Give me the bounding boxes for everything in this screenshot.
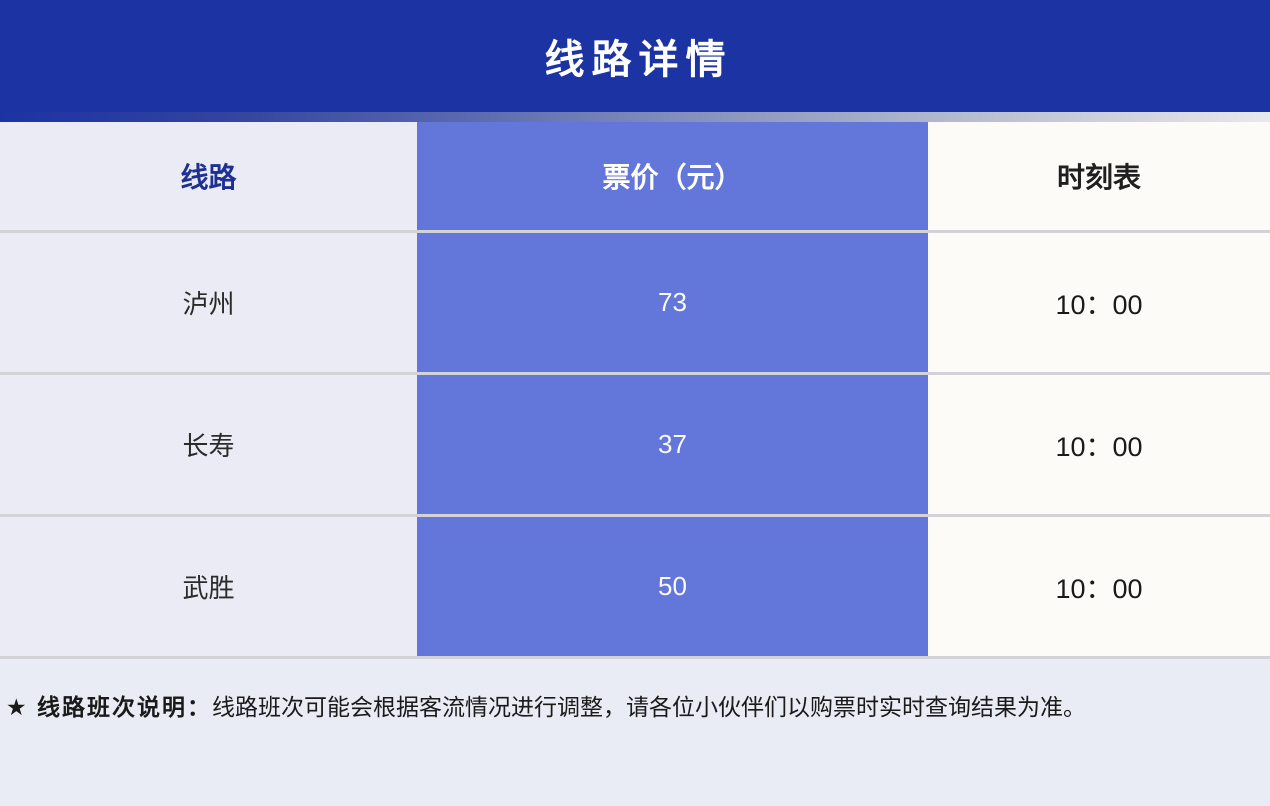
banner-gradient-divider bbox=[0, 112, 1270, 122]
table-header-row: 线路 票价（元） 时刻表 bbox=[0, 122, 1270, 233]
ticket-price: 73 bbox=[417, 233, 928, 372]
route-note: ★ 线路班次说明：线路班次可能会根据客流情况进行调整，请各位小伙伴们以购票时实时… bbox=[0, 659, 1270, 806]
table-row: 长寿 37 10：00 bbox=[0, 375, 1270, 517]
ticket-price: 37 bbox=[417, 375, 928, 514]
page-title: 线路详情 bbox=[544, 38, 733, 82]
table-row: 武胜 50 10：00 bbox=[0, 517, 1270, 659]
route-name: 泸州 bbox=[0, 233, 417, 372]
ticket-price: 50 bbox=[417, 517, 928, 656]
note-paragraph: ★ 线路班次说明：线路班次可能会根据客流情况进行调整，请各位小伙伴们以购票时实时… bbox=[6, 675, 1262, 739]
table-row: 泸州 73 10：00 bbox=[0, 233, 1270, 375]
note-label: ★ 线路班次说明： bbox=[6, 694, 213, 720]
departure-time: 10：00 bbox=[928, 517, 1270, 656]
column-header-schedule: 时刻表 bbox=[928, 122, 1270, 230]
departure-time: 10：00 bbox=[928, 233, 1270, 372]
column-header-route: 线路 bbox=[0, 122, 417, 230]
banner: 线路详情 bbox=[0, 0, 1270, 112]
route-name: 长寿 bbox=[0, 375, 417, 514]
route-table: 线路 票价（元） 时刻表 泸州 73 10：00 长寿 37 10：00 武胜 … bbox=[0, 122, 1270, 659]
departure-time: 10：00 bbox=[928, 375, 1270, 514]
note-text: 线路班次可能会根据客流情况进行调整，请各位小伙伴们以购票时实时查询结果为准。 bbox=[212, 694, 1087, 720]
column-header-price: 票价（元） bbox=[417, 122, 928, 230]
route-name: 武胜 bbox=[0, 517, 417, 656]
